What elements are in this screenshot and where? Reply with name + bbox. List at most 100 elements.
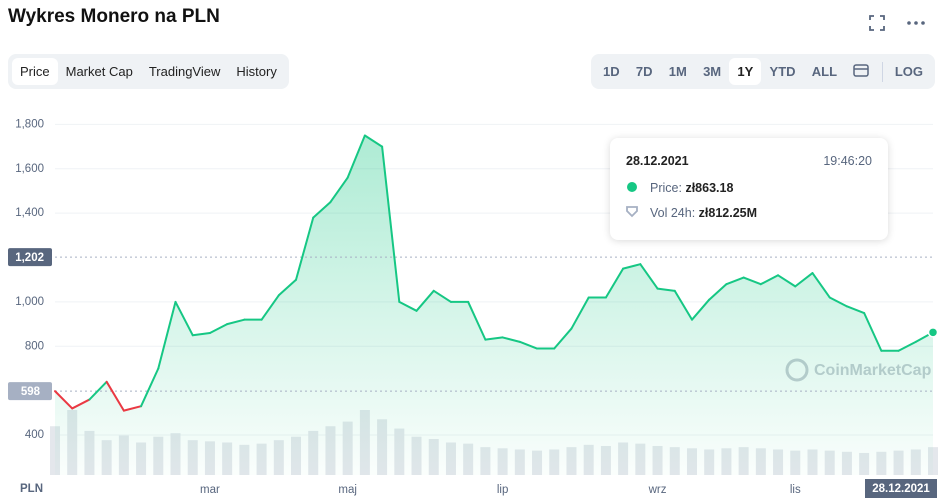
price-line xyxy=(432,289,452,303)
price-line xyxy=(54,390,74,410)
tab-group: Price Market Cap TradingView History xyxy=(8,54,289,89)
tooltip-icons xyxy=(626,182,638,218)
price-line xyxy=(863,312,883,352)
price-line xyxy=(759,274,780,286)
price-line xyxy=(105,380,125,412)
range-button[interactable]: 1M xyxy=(668,64,687,79)
fullscreen-icon[interactable] xyxy=(869,15,885,31)
calendar-icon xyxy=(853,64,870,77)
price-line xyxy=(725,276,745,286)
price-line xyxy=(415,289,435,312)
vol-row: Vol 24h: zł812.25M xyxy=(650,206,757,220)
more-icon xyxy=(921,21,925,25)
price-line xyxy=(777,274,797,288)
price-label: Price: xyxy=(650,181,682,195)
price-line xyxy=(622,263,642,270)
price-line xyxy=(794,272,814,288)
price-line xyxy=(553,327,573,350)
log-button[interactable]: LOG xyxy=(894,64,923,79)
price-line xyxy=(518,340,539,350)
baseline-tag xyxy=(8,382,52,401)
end-label: 28.12.2021 xyxy=(872,483,930,495)
separator xyxy=(881,61,883,82)
y-tick-label: 1,000 xyxy=(15,296,44,308)
end-tag xyxy=(865,479,937,498)
range-button[interactable]: ALL xyxy=(811,64,838,79)
tooltip-date: 28.12.2021 xyxy=(626,154,689,168)
price-line xyxy=(329,176,349,204)
price-row: Price: zł863.18 xyxy=(650,181,733,195)
price-line xyxy=(467,300,487,341)
price-line xyxy=(639,263,659,290)
x-tick-label: lis xyxy=(790,484,801,496)
price-line xyxy=(226,318,246,326)
price-line xyxy=(88,380,108,401)
price-line xyxy=(277,278,298,297)
price-line xyxy=(811,272,831,299)
x-tick-label: wrz xyxy=(648,484,667,496)
y-tick-label: 1,400 xyxy=(15,207,44,219)
price-area xyxy=(55,135,933,475)
price-line xyxy=(381,145,401,303)
y-tick-label: 400 xyxy=(25,429,44,441)
range-button[interactable]: 1D xyxy=(603,64,620,79)
price-line xyxy=(708,283,728,301)
range-button[interactable]: YTD xyxy=(769,64,796,79)
volume-icon xyxy=(626,206,638,218)
vol-value: zł812.25M xyxy=(698,206,758,220)
tab[interactable]: TradingView xyxy=(148,64,221,79)
price-line xyxy=(604,267,625,299)
crosshair-label: 1,202 xyxy=(15,252,44,264)
y-tick-label: 800 xyxy=(25,340,44,352)
price-line xyxy=(656,287,676,292)
more-icon[interactable] xyxy=(907,21,911,25)
toolbar-icons xyxy=(869,15,925,31)
page-title: Wykres Monero na PLN xyxy=(8,6,220,27)
price-line xyxy=(157,300,177,370)
tooltip-time: 19:46:20 xyxy=(823,154,872,168)
tab[interactable]: Market Cap xyxy=(65,64,133,79)
price-line xyxy=(140,367,160,408)
range-group: 1D 7D 1M 3M 1Y YTD ALL LOG xyxy=(591,54,935,89)
baseline-label: 598 xyxy=(21,386,41,398)
price-line xyxy=(312,201,332,219)
tab[interactable]: Price xyxy=(12,58,58,85)
price-line xyxy=(174,300,194,337)
y-tick-label: 1,800 xyxy=(15,118,44,130)
calendar-button[interactable] xyxy=(845,57,877,86)
range-button[interactable]: 3M xyxy=(703,64,722,79)
currency-label: PLN xyxy=(20,483,43,495)
price-line xyxy=(122,405,143,412)
price-dot xyxy=(627,182,637,192)
price-line xyxy=(71,398,91,410)
x-tick-label: maj xyxy=(338,484,357,496)
y-tick-label: 1,600 xyxy=(15,163,44,175)
price-line xyxy=(208,323,229,334)
price-line xyxy=(363,134,384,148)
tooltip: 28.12.2021 19:46:20 Price: zł863.18 Vol … xyxy=(610,138,888,240)
price-line xyxy=(191,331,211,337)
last-point xyxy=(927,327,939,338)
tab[interactable]: History xyxy=(236,64,277,79)
range-button[interactable]: 7D xyxy=(635,64,653,79)
price-line xyxy=(260,294,280,321)
price-line xyxy=(690,298,711,321)
price-line xyxy=(398,300,418,312)
x-tick-label: mar xyxy=(200,484,220,496)
price-line xyxy=(346,134,366,179)
price-line xyxy=(570,296,590,330)
vol-label: Vol 24h: xyxy=(650,206,696,220)
price-line xyxy=(501,336,521,343)
price-line xyxy=(484,336,504,341)
crosshair-tag xyxy=(8,248,52,267)
price-value: zł863.18 xyxy=(685,181,734,195)
price-line xyxy=(673,289,693,321)
range-button[interactable]: 1Y xyxy=(729,58,762,85)
price-line xyxy=(742,276,762,286)
price-line xyxy=(295,216,315,281)
price-line xyxy=(845,305,866,315)
price-line xyxy=(828,296,848,308)
more-icon xyxy=(914,21,918,25)
